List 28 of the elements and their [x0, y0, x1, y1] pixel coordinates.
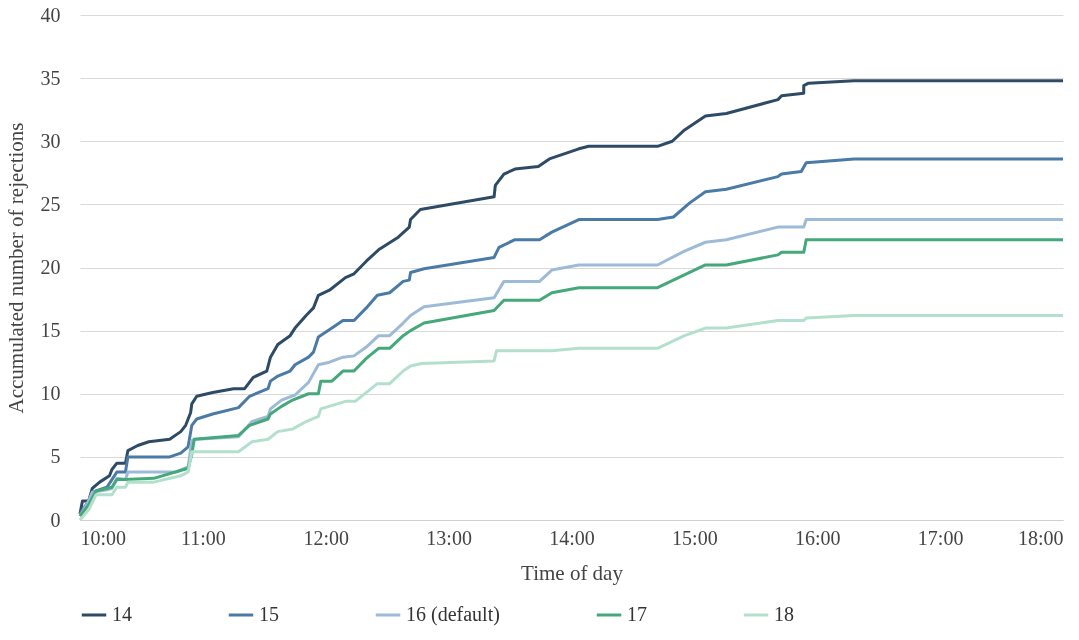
- y-tick-label: 20: [40, 256, 61, 278]
- line-series: [78, 157, 1065, 516]
- x-tick-label: 12:00: [303, 526, 350, 549]
- x-tick-label: 16:00: [794, 526, 841, 549]
- y-tick-label: 35: [40, 66, 61, 89]
- y-axis-title: Accumulated number of rejections: [3, 122, 28, 414]
- x-axis-title: Time of day: [521, 560, 624, 585]
- legend-label: 15: [259, 603, 279, 625]
- y-tick-label: 15: [40, 319, 61, 342]
- legend-label: 16 (default): [406, 603, 500, 626]
- legend-label: 14: [112, 603, 132, 625]
- x-tick-label: 13:00: [426, 526, 472, 549]
- x-tick-label: 14:00: [549, 526, 595, 549]
- y-tick-label: 40: [40, 3, 61, 26]
- x-tick-label: 11:00: [180, 526, 226, 549]
- x-tick-label: 17:00: [917, 526, 964, 549]
- legend-label: 18: [774, 603, 794, 625]
- legend-label: 17: [627, 603, 647, 625]
- y-tick-label: 0: [50, 508, 61, 531]
- line-series: [78, 313, 1065, 522]
- y-tick-label: 5: [50, 445, 61, 468]
- line-series: [78, 79, 1065, 516]
- y-tick-label: 30: [40, 129, 61, 152]
- y-tick-label: 10: [40, 382, 61, 405]
- y-tick-label: 25: [40, 192, 61, 215]
- x-tick-label: 10:00: [80, 526, 127, 549]
- x-tick-label: 18:00: [1017, 526, 1064, 549]
- x-tick-label: 15:00: [672, 526, 718, 549]
